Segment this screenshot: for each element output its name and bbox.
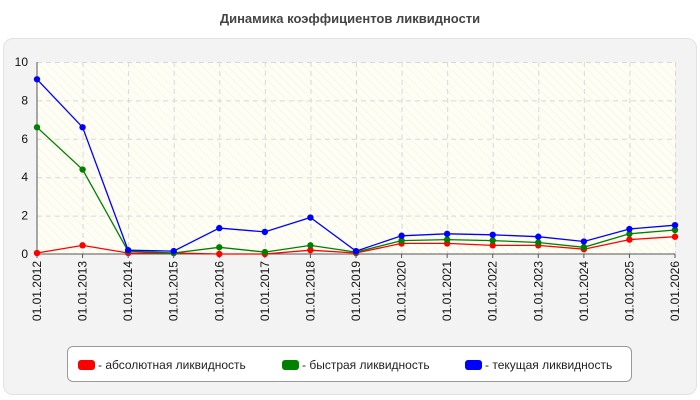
x-tick-label: 01.01.2020 <box>395 261 409 321</box>
data-point-quick[interactable] <box>443 236 451 243</box>
legend-label-current: - текущая ликвидность <box>485 358 613 372</box>
legend: - абсолютная ликвидность - быстрая ликви… <box>67 346 632 382</box>
data-point-current[interactable] <box>580 238 588 245</box>
data-point-absolute[interactable] <box>626 236 633 243</box>
x-tick-label: 01.01.2026 <box>668 261 682 321</box>
data-point-absolute[interactable] <box>33 249 41 257</box>
x-tick-label: 01.01.2017 <box>258 261 272 321</box>
grid <box>37 62 676 254</box>
data-point-quick[interactable] <box>398 237 405 244</box>
x-tick-label: 01.01.2013 <box>76 261 90 321</box>
data-point-current[interactable] <box>79 124 86 131</box>
data-point-quick[interactable] <box>33 124 41 131</box>
data-point-quick[interactable] <box>261 248 269 256</box>
data-point-absolute[interactable] <box>671 233 679 240</box>
legend-label-absolute: - абсолютная ликвидность <box>98 358 246 372</box>
x-tick-label: 01.01.2021 <box>440 261 454 321</box>
x-tick-label: 01.01.2025 <box>622 261 636 321</box>
chart-title: Динамика коэффициентов ликвидности <box>219 11 481 26</box>
x-tick-label: 01.01.2014 <box>121 261 135 321</box>
data-point-current[interactable] <box>626 225 633 233</box>
axes: 0 2 4 6 8 10 01.01.2012 01.01.2013 01.01.2014 01.… <box>15 55 682 321</box>
x-tick-label: 01.01.2022 <box>486 261 500 321</box>
legend-item-quick[interactable]: - быстрая ликвидность <box>282 347 430 383</box>
data-point-current[interactable] <box>170 247 177 255</box>
y-tick-label: 6 <box>21 132 28 146</box>
data-point-current[interactable] <box>216 224 223 232</box>
legend-swatch-absolute <box>78 360 95 370</box>
data-point-quick[interactable] <box>535 239 542 246</box>
legend-swatch-current <box>465 360 482 370</box>
y-tick-label: 4 <box>21 170 28 184</box>
data-point-quick[interactable] <box>580 244 588 251</box>
data-point-quick[interactable] <box>79 166 86 173</box>
y-tick-label: 2 <box>21 209 28 223</box>
data-point-current[interactable] <box>489 231 496 238</box>
legend-swatch-quick <box>282 360 299 370</box>
data-point-quick[interactable] <box>307 242 314 249</box>
data-point-quick[interactable] <box>671 226 679 234</box>
data-point-absolute[interactable] <box>79 242 86 249</box>
data-point-current[interactable] <box>398 232 405 239</box>
data-point-quick[interactable] <box>489 237 496 244</box>
data-point-current[interactable] <box>443 230 451 238</box>
legend-item-absolute[interactable]: - абсолютная ликвидность <box>78 347 246 383</box>
x-tick-label: 01.01.2016 <box>212 261 226 321</box>
data-point-current[interactable] <box>307 214 314 221</box>
y-tick-label: 8 <box>21 93 28 107</box>
x-tick-label: 01.01.2019 <box>349 261 363 321</box>
data-point-current[interactable] <box>352 247 360 255</box>
data-point-absolute[interactable] <box>489 242 496 249</box>
x-tick-label: 01.01.2012 <box>30 261 44 321</box>
data-point-absolute[interactable] <box>216 250 223 258</box>
data-point-current[interactable] <box>671 222 679 229</box>
data-point-absolute[interactable] <box>307 246 314 254</box>
x-tick-label: 01.01.2018 <box>303 261 317 321</box>
x-tick-label: 01.01.2015 <box>167 261 181 321</box>
data-point-current[interactable] <box>33 76 41 83</box>
data-point-current[interactable] <box>535 233 542 240</box>
x-tick-label: 01.01.2023 <box>531 261 545 321</box>
data-point-quick[interactable] <box>216 244 223 251</box>
series-group <box>33 76 679 258</box>
y-tick-label: 10 <box>15 55 29 69</box>
data-point-quick[interactable] <box>626 230 633 238</box>
y-tick-label: 0 <box>21 247 28 261</box>
data-point-current[interactable] <box>124 246 132 254</box>
x-tick-label: 01.01.2024 <box>577 261 591 321</box>
data-point-current[interactable] <box>261 228 269 236</box>
legend-label-quick: - быстрая ликвидность <box>302 358 430 372</box>
legend-item-current[interactable]: - текущая ликвидность <box>465 347 612 383</box>
